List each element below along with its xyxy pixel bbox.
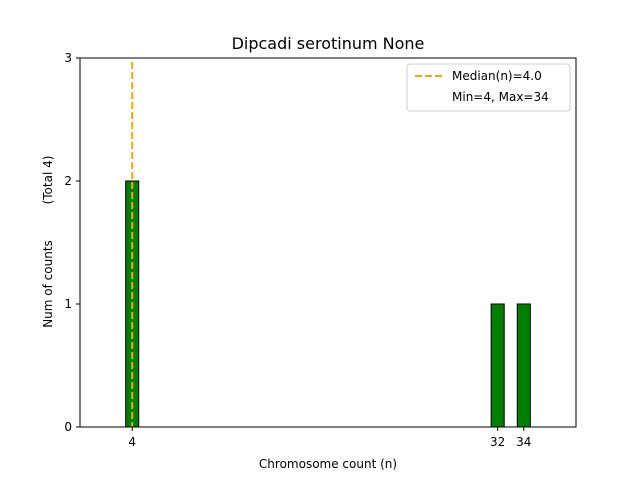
y-tick-label: 3 (64, 51, 72, 65)
x-axis-label: Chromosome count (n) (259, 457, 397, 471)
y-axis-label: Num of counts (41, 240, 55, 328)
plot-frame (79, 57, 577, 428)
legend: Median(n)=4.0 Min=4, Max=34 (406, 63, 571, 112)
x-axis-ticks: 4 32 34 (128, 427, 531, 449)
x-tick-label: 34 (516, 435, 531, 449)
y-tick-label: 1 (64, 297, 72, 311)
y-axis-total-note: (Total 4) (41, 156, 55, 205)
chart-title: Dipcadi serotinum None (232, 34, 425, 53)
legend-entry-min-max: Min=4, Max=34 (452, 90, 549, 104)
legend-box (406, 63, 571, 112)
x-tick-label: 4 (128, 435, 136, 449)
legend-entry-median: Median(n)=4.0 (452, 69, 542, 83)
y-axis-ticks: 0 1 2 3 (64, 51, 80, 434)
y-tick-label: 0 (64, 420, 72, 434)
bar-32 (490, 303, 505, 428)
bar-34 (516, 303, 531, 428)
x-tick-label: 32 (490, 435, 505, 449)
y-tick-label: 2 (64, 174, 72, 188)
